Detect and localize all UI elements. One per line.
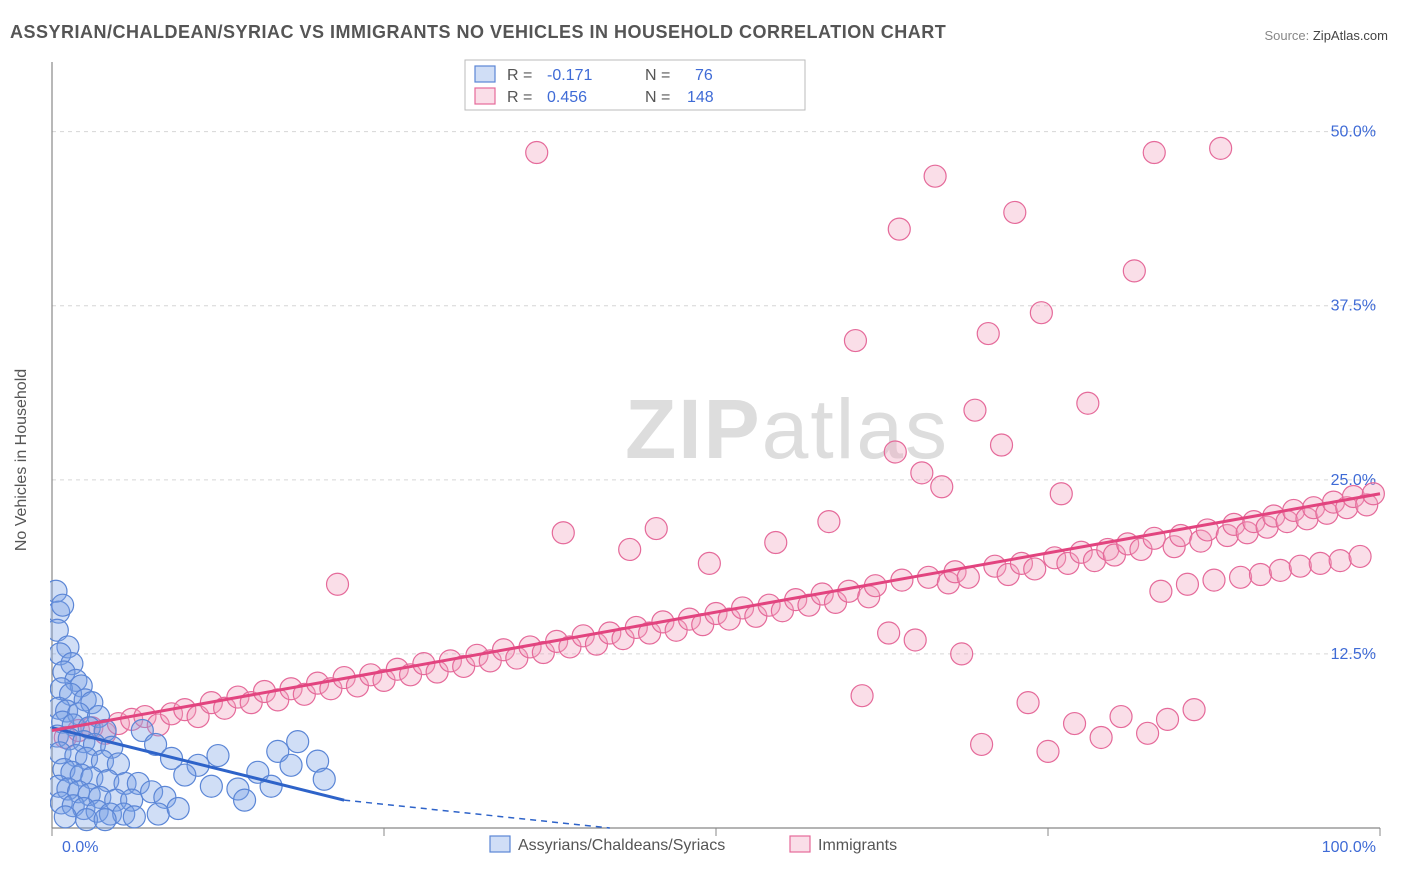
blue-point — [313, 768, 335, 790]
pink-point — [818, 511, 840, 533]
blue-point — [207, 745, 229, 767]
pink-point — [971, 733, 993, 755]
pink-point — [1050, 483, 1072, 505]
source-label: Source: — [1264, 28, 1312, 43]
blue-point — [52, 594, 74, 616]
pink-point — [1230, 566, 1252, 588]
pink-point — [1030, 302, 1052, 324]
y-axis-label: No Vehicles in Household — [13, 369, 31, 551]
blue-point — [280, 754, 302, 776]
pink-point — [1349, 545, 1371, 567]
pink-point — [1143, 142, 1165, 164]
pink-point — [698, 552, 720, 574]
legend-swatch-pink — [475, 88, 495, 104]
pink-trendline — [52, 494, 1380, 731]
pink-point — [1017, 692, 1039, 714]
legend-n-pink: 148 — [687, 89, 714, 106]
legend-n-label: N = — [645, 67, 670, 84]
blue-point — [123, 806, 145, 828]
pink-point — [1090, 726, 1112, 748]
chart-container: No Vehicles in Household ZIPatlas12.5%25… — [50, 58, 1390, 862]
chart-title: ASSYRIAN/CHALDEAN/SYRIAC VS IMMIGRANTS N… — [10, 22, 946, 43]
pink-point — [1249, 564, 1271, 586]
blue-point — [200, 775, 222, 797]
pink-point — [1004, 201, 1026, 223]
pink-point — [1110, 706, 1132, 728]
pink-point — [1329, 550, 1351, 572]
blue-point — [287, 731, 309, 753]
pink-point — [1309, 552, 1331, 574]
pink-point — [931, 476, 953, 498]
pink-point — [917, 566, 939, 588]
legend-r-blue: -0.171 — [547, 67, 592, 84]
bottom-legend-pink: Immigrants — [818, 837, 897, 854]
y-tick-label: 12.5% — [1331, 646, 1376, 663]
pink-point — [1077, 392, 1099, 414]
pink-point — [1024, 558, 1046, 580]
pink-point — [327, 573, 349, 595]
blue-point — [54, 806, 76, 828]
source-attribution: Source: ZipAtlas.com — [1264, 28, 1388, 43]
pink-point — [1269, 559, 1291, 581]
pink-point — [645, 518, 667, 540]
legend-n-blue: 76 — [695, 67, 713, 84]
legend-r-label: R = — [507, 67, 532, 84]
blue-point — [234, 789, 256, 811]
pink-point — [526, 142, 548, 164]
bottom-legend-blue: Assyrians/Chaldeans/Syriacs — [518, 837, 725, 854]
pink-point — [844, 330, 866, 352]
pink-point — [1289, 555, 1311, 577]
pink-point — [904, 629, 926, 651]
blue-point — [94, 809, 116, 831]
pink-point — [1203, 569, 1225, 591]
pink-point — [765, 531, 787, 553]
legend-r-pink: 0.456 — [547, 89, 587, 106]
x-max-label: 100.0% — [1322, 839, 1376, 856]
pink-point — [991, 434, 1013, 456]
y-tick-label: 50.0% — [1331, 124, 1376, 141]
scatter-chart: ZIPatlas12.5%25.0%37.5%50.0%0.0%100.0%R … — [50, 58, 1390, 862]
pink-point — [619, 538, 641, 560]
legend-swatch-blue — [475, 66, 495, 82]
pink-point — [964, 399, 986, 421]
y-tick-label: 37.5% — [1331, 298, 1376, 315]
blue-point — [167, 798, 189, 820]
pink-point — [888, 218, 910, 240]
pink-point — [924, 165, 946, 187]
legend-r-label2: R = — [507, 89, 532, 106]
pink-point — [884, 441, 906, 463]
blue-point — [147, 803, 169, 825]
blue-trendline-dashed — [344, 800, 610, 828]
pink-point — [1064, 713, 1086, 735]
pink-point — [1157, 708, 1179, 730]
blue-point — [260, 775, 282, 797]
pink-point — [1183, 699, 1205, 721]
pink-point — [1123, 260, 1145, 282]
pink-point — [552, 522, 574, 544]
pink-point — [1137, 722, 1159, 744]
bottom-swatch-blue — [490, 836, 510, 852]
legend-n-label2: N = — [645, 89, 670, 106]
pink-point — [878, 622, 900, 644]
pink-point — [911, 462, 933, 484]
pink-point — [951, 643, 973, 665]
bottom-swatch-pink — [790, 836, 810, 852]
x-min-label: 0.0% — [62, 839, 98, 856]
pink-point — [851, 685, 873, 707]
source-value: ZipAtlas.com — [1313, 28, 1388, 43]
pink-point — [1143, 527, 1165, 549]
pink-point — [1150, 580, 1172, 602]
blue-point — [174, 764, 196, 786]
pink-point — [1176, 573, 1198, 595]
pink-point — [977, 323, 999, 345]
pink-point — [1037, 740, 1059, 762]
pink-point — [1210, 137, 1232, 159]
